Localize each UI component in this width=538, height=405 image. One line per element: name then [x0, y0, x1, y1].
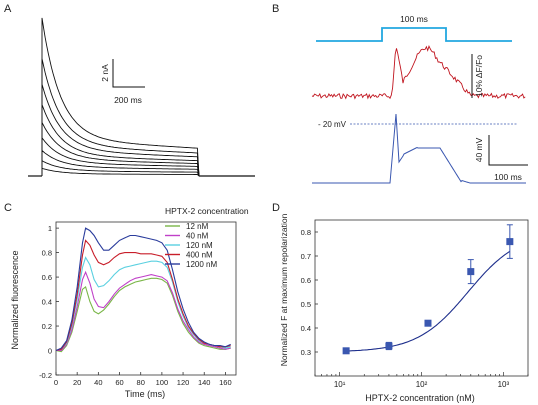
- voltage-level-label: - 20 mV: [318, 120, 347, 129]
- x-tick-label: 10¹: [334, 380, 346, 389]
- y-tick-label: 0.8: [42, 249, 52, 258]
- series-line-3: [55, 256, 231, 352]
- current-trace-3: [41, 84, 200, 177]
- y-tick-label: 0.5: [301, 300, 311, 309]
- series-line-4: [55, 239, 231, 352]
- panel-c-chart: 0 20 40 60 80 100 120 140 160-0.200.20.40.60.81: [39, 221, 237, 387]
- y-tick-label: 0.2: [42, 322, 52, 331]
- panel-label-d: D: [272, 202, 280, 214]
- x-tick-label: 60: [115, 378, 123, 387]
- panel-a-scalebar-y-label: 2 nA: [100, 64, 110, 82]
- series-line-2: [56, 270, 231, 352]
- panel-b-voltage-level: - 20 mV: [318, 120, 518, 129]
- stimulus-pulse: [316, 27, 512, 42]
- x-tick-label: 0: [54, 378, 58, 387]
- panel-label-a: A: [4, 3, 12, 15]
- voltage-trace: [312, 113, 526, 184]
- panel-d-xlabel: HPTX-2 concentration (nM): [365, 393, 475, 403]
- fit-curve: [346, 250, 511, 352]
- voltage-scalebar-x-label: 100 ms: [494, 172, 522, 182]
- fluorescence-scalebar-label: 10% ΔF/Fo: [474, 55, 484, 97]
- panel-c-xlabel: Time (ms): [125, 389, 165, 399]
- y-tick-label: 0.6: [301, 276, 311, 285]
- current-trace-7: [41, 149, 200, 177]
- data-point-3: [424, 319, 432, 327]
- x-tick-label: 160: [219, 378, 232, 387]
- panel-d-ylabel: Normalized F at maximum repolarization: [279, 213, 289, 366]
- panel-b-voltage-scalebar: 40 mV 100 ms: [474, 135, 528, 182]
- y-tick-label: -0.2: [39, 371, 52, 380]
- y-tick-label: 0.4: [42, 298, 52, 307]
- x-tick-label: 10³: [498, 380, 510, 389]
- legend-label-1: 12 nM: [186, 222, 209, 231]
- current-trace-6: [41, 136, 200, 177]
- panel-a-scalebar: 2 nA 200 ms: [100, 59, 145, 105]
- panel-label-c: C: [4, 202, 12, 214]
- data-point-2: [385, 342, 393, 350]
- stimulus-duration-label: 100 ms: [400, 14, 428, 24]
- x-tick-label: 100: [156, 378, 169, 387]
- y-tick-label: 0.4: [301, 324, 311, 333]
- x-tick-label: 120: [177, 378, 190, 387]
- panel-label-b: B: [272, 3, 279, 15]
- data-point-5: [506, 238, 514, 246]
- current-trace-4: [41, 104, 200, 177]
- x-tick-label: 20: [73, 378, 81, 387]
- y-tick-label: 0: [48, 347, 52, 356]
- y-tick-label: 0.3: [301, 348, 311, 357]
- panel-b-fluorescence-scalebar: 10% ΔF/Fo: [471, 54, 484, 98]
- panel-b-stimulus: 100 ms: [316, 14, 512, 42]
- current-trace-9: [41, 167, 200, 177]
- data-point-4: [467, 268, 475, 276]
- plot-frame: [55, 221, 237, 376]
- current-trace-2: [41, 58, 200, 177]
- x-tick-label: 140: [198, 378, 211, 387]
- legend-label-3: 120 nM: [186, 241, 213, 250]
- voltage-scalebar-y-label: 40 mV: [474, 137, 484, 162]
- legend-label-4: 400 nM: [186, 251, 213, 260]
- legend-label-5: 1200 nM: [186, 260, 217, 269]
- current-trace-1: [41, 17, 200, 177]
- x-tick-label: 10²: [416, 380, 428, 389]
- y-tick-label: 1: [48, 224, 52, 233]
- panel-b-traces: [311, 44, 526, 184]
- panel-c-legend-title: HPTX-2 concentration: [165, 206, 249, 216]
- panel-a-current-traces: [28, 17, 255, 177]
- y-tick-label: 0.8: [301, 228, 311, 237]
- x-tick-label: 40: [94, 378, 102, 387]
- series-line-1: [55, 277, 231, 353]
- panel-c-ylabel: Normalized fluorescence: [10, 250, 20, 349]
- y-tick-label: 0.6: [42, 273, 52, 282]
- series-line-5: [55, 227, 231, 352]
- panel-a-scalebar-x-label: 200 ms: [114, 95, 142, 105]
- legend-label-2: 40 nM: [186, 232, 209, 241]
- y-tick-label: 0.7: [301, 252, 311, 261]
- fluorescence-trace: [311, 44, 526, 100]
- x-tick-label: 80: [137, 378, 145, 387]
- current-trace-8: [41, 159, 200, 177]
- panel-d-chart: 10¹ 10² 10³ 0.3 0.4 0.5 0.6 0.7 0.8: [301, 219, 529, 389]
- data-point-1: [342, 347, 350, 355]
- current-trace-5: [41, 122, 200, 177]
